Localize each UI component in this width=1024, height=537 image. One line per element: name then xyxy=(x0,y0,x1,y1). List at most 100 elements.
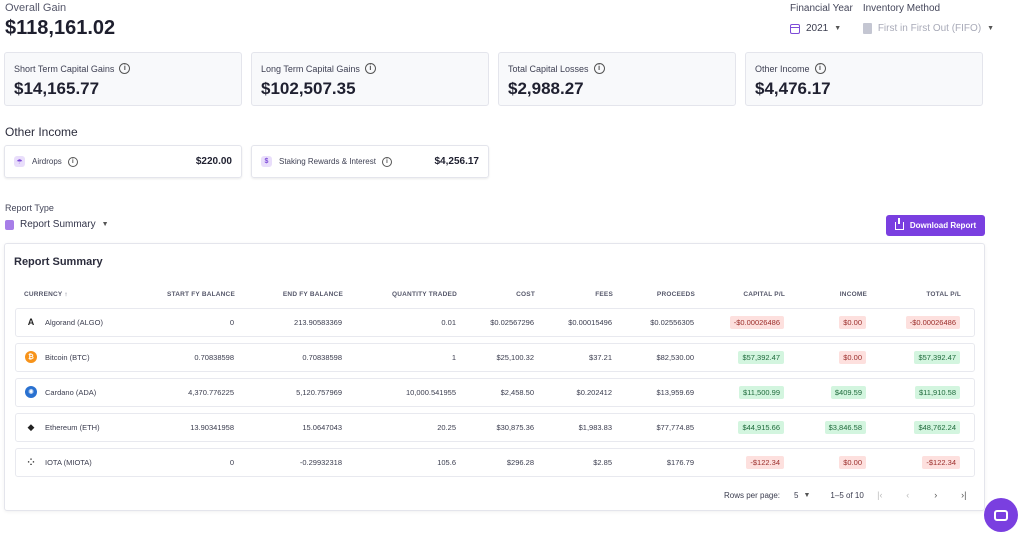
pagination: Rows per page: 5 ▼ 1–5 of 10 |‹ ‹ › ›| xyxy=(724,490,970,500)
overall-gain: Overall Gain $118,161.02 xyxy=(5,2,115,40)
total-pl-badge: $11,910.58 xyxy=(915,386,960,399)
staking-label: Staking Rewards & Interest xyxy=(279,157,376,166)
table-row[interactable]: ✺ Cardano (ADA) 4,370.776225 5,120.757969 10… xyxy=(15,378,975,407)
fees-cell: $37.21 xyxy=(589,353,612,362)
next-page-icon[interactable]: › xyxy=(934,490,938,500)
cap-pl-badge: $11,500.99 xyxy=(739,386,784,399)
cost-cell: $30,875.36 xyxy=(496,423,534,432)
header-currency[interactable]: CURRENCY ↑ xyxy=(24,291,68,298)
inventory-method-value: First in First Out (FIFO) xyxy=(877,23,982,34)
download-report-label: Download Report xyxy=(909,221,977,230)
coin-icon: ⁘ xyxy=(25,456,37,468)
income-pl-badge: $3,846.58 xyxy=(824,421,866,434)
header-fees: FEES xyxy=(595,291,613,298)
header-proceeds: PROCEEDS xyxy=(656,291,695,298)
income-pl-badge: $0.00 xyxy=(839,456,866,469)
proceeds-cell: $77,774.85 xyxy=(656,423,694,432)
download-report-button[interactable]: Download Report xyxy=(886,215,985,236)
info-icon[interactable]: i xyxy=(814,63,826,74)
airdrop-icon: ☂ xyxy=(14,156,25,167)
table-row[interactable]: ⁘ IOTA (MIOTA) 0 -0.29932318 105.6 $296.28 $2.… xyxy=(15,448,975,477)
chat-icon xyxy=(994,509,1008,521)
currency-name: Algorand (ALGO) xyxy=(45,317,103,327)
staking-icon: $ xyxy=(261,156,272,167)
airdrops-value: $220.00 xyxy=(195,156,232,167)
header-cost: COST xyxy=(516,291,535,298)
header-income: INCOME xyxy=(839,291,867,298)
fees-cell: $0.202412 xyxy=(576,388,612,397)
qty-cell: 0.01 xyxy=(441,318,456,327)
cap-pl-badge: -$0.00026486 xyxy=(729,316,784,329)
overall-gain-label: Overall Gain xyxy=(5,2,67,14)
info-icon[interactable]: i xyxy=(119,63,131,74)
currency-cell: ⁘ IOTA (MIOTA) xyxy=(25,456,92,468)
financial-year-filter: Financial Year 2021 ▼ xyxy=(790,3,853,34)
financial-year-select[interactable]: 2021 ▼ xyxy=(790,23,853,34)
qty-cell: 1 xyxy=(451,353,456,362)
filters: Financial Year 2021 ▼ Inventory Method F… xyxy=(790,3,994,34)
start-cell: 0 xyxy=(229,318,234,327)
cost-cell: $25,100.32 xyxy=(496,353,534,362)
cap-pl-badge: $57,392.47 xyxy=(738,351,784,364)
currency-name: IOTA (MIOTA) xyxy=(45,457,92,467)
calendar-icon xyxy=(790,23,800,34)
currency-cell: A Algorand (ALGO) xyxy=(25,316,103,328)
end-cell: 15.0647043 xyxy=(302,423,342,432)
inventory-method-filter: Inventory Method First in First Out (FIF… xyxy=(862,3,994,34)
report-type-select[interactable]: Report Summary ▼ xyxy=(5,219,109,230)
card-short-term-gains: Short Term Capital Gains i $14,165.77 xyxy=(4,52,242,106)
info-icon[interactable]: i xyxy=(67,156,78,167)
cost-cell: $0.02567296 xyxy=(490,318,534,327)
document-icon xyxy=(862,23,872,34)
currency-cell: ◆ Ethereum (ETH) xyxy=(25,421,100,433)
start-cell: 13.90341958 xyxy=(190,423,234,432)
header-start-balance: START FY BALANCE xyxy=(167,291,235,298)
sort-arrow-icon: ↑ xyxy=(64,291,68,298)
qty-cell: 20.25 xyxy=(437,423,456,432)
overall-gain-value: $118,161.02 xyxy=(5,17,116,39)
chevron-down-icon: ▼ xyxy=(834,25,842,32)
card-label: Short Term Capital Gains xyxy=(14,63,115,74)
card-label: Other Income xyxy=(755,63,810,74)
table-row[interactable]: A Algorand (ALGO) 0 213.90583369 0.01 $0.0256… xyxy=(15,308,975,337)
card-value: $4,476.17 xyxy=(755,79,831,98)
report-summary-title: Report Summary xyxy=(14,256,103,268)
page-range: 1–5 of 10 xyxy=(830,490,864,500)
info-icon[interactable]: i xyxy=(593,63,605,74)
airdrops-card: ☂ Airdrops i $220.00 xyxy=(4,145,242,178)
total-pl-badge: $57,392.47 xyxy=(914,351,960,364)
last-page-icon[interactable]: ›| xyxy=(961,490,967,500)
start-cell: 4,370.776225 xyxy=(188,388,234,397)
cost-cell: $2,458.50 xyxy=(500,388,534,397)
staking-value: $4,256.17 xyxy=(434,156,480,167)
card-value: $2,988.27 xyxy=(508,79,584,98)
income-pl-badge: $0.00 xyxy=(839,316,866,329)
financial-year-value: 2021 xyxy=(806,23,829,34)
end-cell: -0.29932318 xyxy=(299,458,342,467)
chevron-down-icon: ▼ xyxy=(803,491,811,499)
income-pl-badge: $0.00 xyxy=(839,351,866,364)
first-page-icon[interactable]: |‹ xyxy=(877,490,883,500)
currency-name: Ethereum (ETH) xyxy=(45,422,100,432)
total-pl-badge: -$0.00026486 xyxy=(905,316,960,329)
end-cell: 213.90583369 xyxy=(294,318,342,327)
financial-year-label: Financial Year xyxy=(790,3,853,14)
rows-per-page-value: 5 xyxy=(794,490,799,500)
header-total-pl: TOTAL P/L xyxy=(926,291,961,298)
qty-cell: 105.6 xyxy=(437,458,456,467)
prev-page-icon[interactable]: ‹ xyxy=(906,490,910,500)
info-icon[interactable]: i xyxy=(364,63,376,74)
header-end-balance: END FY BALANCE xyxy=(282,291,343,298)
card-value: $102,507.35 xyxy=(261,79,356,98)
table-row[interactable]: ₿ Bitcoin (BTC) 0.70838598 0.70838598 1 $25,1… xyxy=(15,343,975,372)
coin-icon: ◆ xyxy=(25,421,37,433)
chat-button[interactable] xyxy=(984,498,1018,532)
currency-name: Cardano (ADA) xyxy=(45,387,97,397)
report-type-label: Report Type xyxy=(5,203,54,213)
info-icon[interactable]: i xyxy=(381,156,392,167)
table-row[interactable]: ◆ Ethereum (ETH) 13.90341958 15.0647043 20.2… xyxy=(15,413,975,442)
card-other-income: Other Income i $4,476.17 xyxy=(745,52,983,106)
inventory-method-select[interactable]: First in First Out (FIFO) ▼ xyxy=(862,23,994,34)
rows-per-page-select[interactable]: 5 ▼ xyxy=(794,491,810,500)
card-label: Total Capital Losses xyxy=(508,63,589,74)
